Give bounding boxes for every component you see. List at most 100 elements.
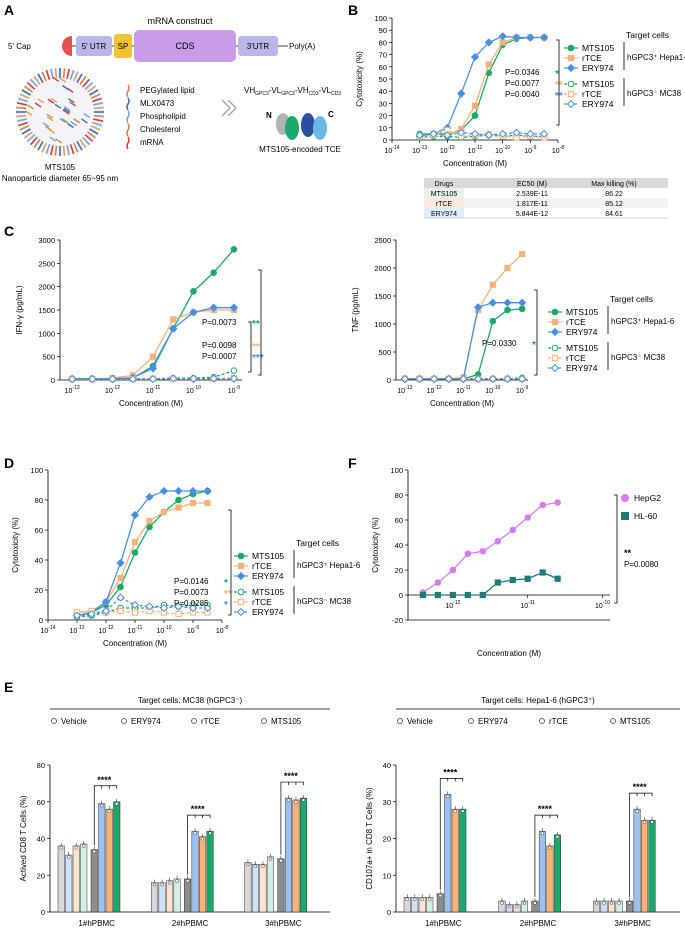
data-point [149,353,157,360]
significance-stars: *** [252,353,264,364]
legend-label-lnp: Cholesterol [140,125,181,134]
tce-domain-4 [313,116,327,140]
x-axis-label: Concentration (M) [443,159,507,168]
significance-stars: ** [252,319,260,330]
lipid-stroke [89,128,99,135]
cargo-stroke [48,128,56,134]
data-point [518,374,527,383]
lipid-stroke [23,85,33,93]
data-point [464,591,471,599]
legend-label: ERY974 [478,717,508,726]
data-point [415,131,424,140]
data-point [471,112,479,119]
data-point [526,33,535,42]
data-point [503,374,512,383]
bar [90,849,98,913]
series-line [76,604,208,618]
x-tick-label: 10-8 [552,145,564,155]
data-point [160,508,168,516]
legend-swatch [261,718,267,724]
y-tick-label: 2000 [374,264,391,273]
bar-dot [617,901,621,905]
utr3-label: 3'UTR [247,42,270,51]
legend-label: ERY974 [566,327,598,337]
data-point [457,89,466,98]
data-point [449,566,457,574]
chevron-right-icon [221,99,238,117]
x-tick-label: 10-12 [445,600,460,610]
data-point [159,486,169,496]
bar-dot [446,794,450,799]
bar [151,882,159,913]
data-point [484,38,493,47]
p-bracket [614,494,618,604]
p-value: P=0.0346 [505,68,540,77]
bar [633,808,641,913]
x-tick-label: 10-12 [105,385,120,395]
panel-letter-b: B [348,2,358,18]
data-point [519,250,526,258]
target-cells-title: Target cells [626,30,669,40]
y-tick-label: 40 [35,556,43,565]
y-tick-label: 0 [387,908,391,917]
y-tick-label: 20 [35,586,43,595]
data-point [479,547,487,555]
bar [166,880,174,913]
y-tick-label: 0 [383,136,387,145]
p-value: P=0.0146 [174,577,209,586]
table-drug-bg [424,188,464,198]
bar-dot [522,901,527,905]
bar-dot [461,809,465,813]
lipid-icon [126,123,130,137]
bar [251,863,259,913]
bar [277,858,285,913]
x-tick-label: 10-11 [468,145,483,155]
legend-group-label: hGPC3⁺ Hepa1-6 [297,561,361,570]
data-point [509,576,516,584]
lipid-stroke [33,139,41,149]
y-axis-label: TNF (pg/mL) [351,287,360,333]
data-point [474,303,483,312]
legend-label: ERY974 [582,63,614,73]
data-point [444,374,453,383]
significance-stars: **** [633,782,648,792]
bar [538,830,546,913]
cargo-stroke [49,136,57,142]
bar-dot [540,831,545,835]
data-point [131,538,139,546]
lipid-stroke [37,73,44,83]
bar [266,856,274,913]
significance-stars: ** [224,589,232,600]
data-point [518,305,526,313]
series-line [76,490,208,617]
data-point [503,298,512,307]
legend-marker [550,363,560,373]
data-point [203,486,212,496]
data-point [145,492,154,502]
legend-marker [567,90,575,98]
y-tick-label: 100 [374,14,387,23]
lipid-stroke [84,134,94,143]
bar-dot [642,820,647,824]
legend-label: rTCE [201,717,220,726]
legend-group-label: hGPC3⁺ Hepa1-6 [627,53,685,62]
legend-swatch [610,718,616,724]
table-row-bg [424,198,668,208]
lipid-stroke [21,128,31,135]
legend-swatch [121,718,127,724]
lipid-stroke [16,102,27,106]
bar [199,836,207,913]
significance-stars: **** [538,804,553,814]
cap-label: 5' Cap [8,42,31,51]
bar-dot [74,846,78,850]
data-point [499,39,506,46]
data-point [209,374,218,383]
legend-label: rTCE [252,597,272,607]
table-cell: 85.12 [605,201,623,208]
bar [641,819,649,913]
chart-b: 0 10 20 30 40 50 60 70 80 90 100 10-14 10-13 10-12 10-… [355,14,564,168]
y-axis-label: CD107a+ in CD8 T Cells (%) [365,787,374,890]
data-point [539,501,546,509]
data-point [117,583,124,591]
bar [191,830,199,913]
